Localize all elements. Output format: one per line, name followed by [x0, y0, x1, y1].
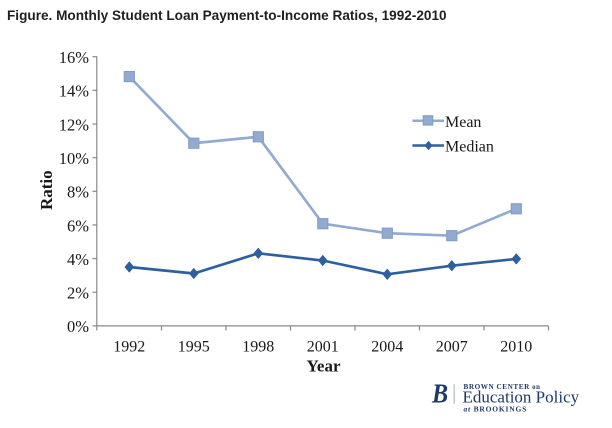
svg-text:16%: 16% — [59, 48, 90, 67]
svg-text:0%: 0% — [67, 317, 89, 336]
svg-text:1995: 1995 — [178, 338, 210, 355]
svg-text:2007: 2007 — [436, 338, 468, 355]
svg-text:Year: Year — [307, 356, 341, 375]
svg-text:2001: 2001 — [307, 338, 339, 355]
svg-text:14%: 14% — [59, 82, 90, 101]
svg-text:2%: 2% — [67, 284, 89, 303]
svg-text:Ratio: Ratio — [37, 170, 56, 210]
svg-text:6%: 6% — [67, 216, 89, 235]
svg-text:Mean: Mean — [445, 114, 481, 131]
svg-text:B: B — [431, 378, 448, 409]
svg-text:4%: 4% — [67, 250, 89, 269]
svg-text:Median: Median — [445, 139, 494, 156]
svg-text:2010: 2010 — [500, 338, 532, 355]
svg-text:12%: 12% — [59, 115, 90, 134]
svg-text:2004: 2004 — [371, 338, 403, 355]
svg-text:BROWN CENTER on: BROWN CENTER on — [464, 383, 541, 391]
svg-text:10%: 10% — [59, 149, 90, 168]
svg-text:8%: 8% — [67, 183, 89, 202]
svg-text:at BROOKINGS: at BROOKINGS — [464, 405, 528, 414]
svg-text:Education Policy: Education Policy — [463, 387, 580, 406]
svg-text:1992: 1992 — [113, 338, 145, 355]
svg-text:1998: 1998 — [242, 338, 274, 355]
